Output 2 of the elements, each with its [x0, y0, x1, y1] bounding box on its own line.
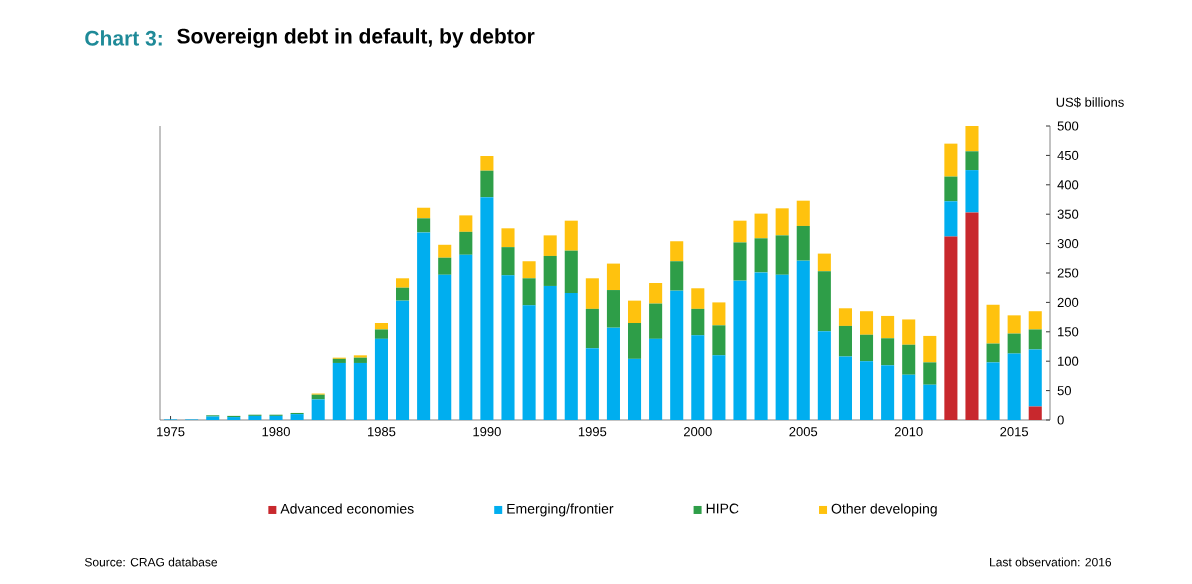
- caption: Chart 3:: [85, 30, 162, 46]
- chart-title: Sovereign debt in default, by debtor: [177, 28, 535, 48]
